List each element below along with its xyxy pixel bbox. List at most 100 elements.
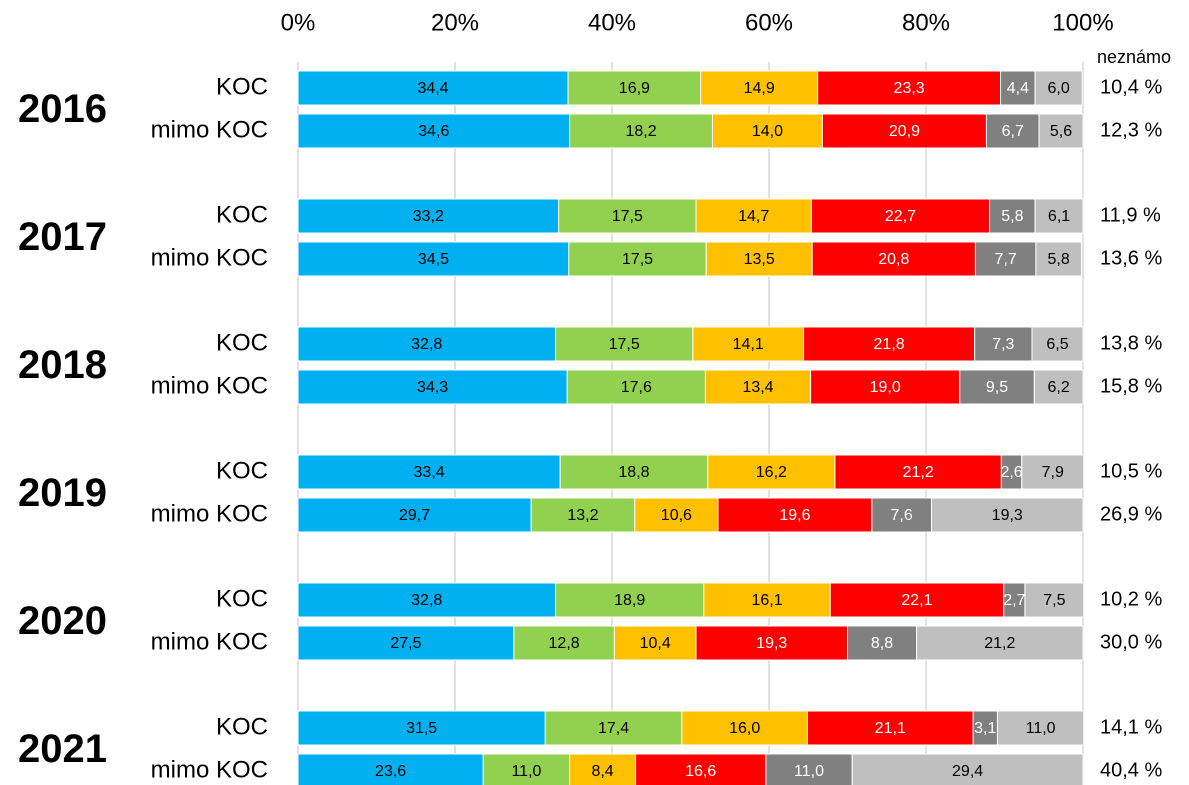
group-label: 2020 bbox=[18, 599, 107, 643]
bar-segment bbox=[705, 241, 813, 277]
bar-segment bbox=[811, 241, 976, 277]
segment-label: 11,0 bbox=[794, 763, 824, 780]
segment-label: 23,6 bbox=[375, 763, 406, 780]
bar-segment bbox=[297, 326, 556, 362]
bar-segment bbox=[700, 70, 819, 106]
segment-label: 11,0 bbox=[1026, 720, 1056, 737]
group-label: 2021 bbox=[18, 727, 107, 771]
group-label: 2019 bbox=[18, 471, 107, 515]
bar-segment bbox=[297, 625, 515, 661]
x-tick-label: 100% bbox=[1052, 9, 1113, 36]
segment-label: 10,4 bbox=[640, 635, 671, 652]
segment-label: 6,1 bbox=[1048, 208, 1070, 225]
bar-segment bbox=[634, 497, 719, 533]
bar-segment bbox=[297, 70, 569, 106]
segment-label: 31,5 bbox=[406, 720, 437, 737]
segment-label: 34,5 bbox=[418, 251, 449, 268]
bar-segment bbox=[817, 70, 1002, 106]
bar-segment bbox=[834, 454, 1002, 490]
unknown-value: 40,4 % bbox=[1100, 759, 1162, 781]
segment-label: 10,6 bbox=[661, 507, 692, 524]
segment-label: 19,3 bbox=[992, 507, 1023, 524]
row-label: mimo KOC bbox=[151, 756, 268, 783]
segment-label: 20,8 bbox=[878, 251, 909, 268]
segment-label: 19,0 bbox=[870, 379, 901, 396]
segment-label: 4,4 bbox=[1007, 80, 1029, 97]
segment-label: 7,7 bbox=[995, 251, 1017, 268]
segment-label: 8,8 bbox=[871, 635, 893, 652]
segment-label: 9,5 bbox=[986, 379, 1008, 396]
segment-label: 7,3 bbox=[992, 336, 1014, 353]
segment-label: 2,6 bbox=[1000, 464, 1022, 481]
segment-label: 20,9 bbox=[889, 123, 920, 140]
bar-segment bbox=[989, 198, 1036, 234]
row-label: mimo KOC bbox=[151, 372, 268, 399]
segment-label: 33,4 bbox=[414, 464, 445, 481]
segment-label: 2,7 bbox=[1003, 592, 1025, 609]
segment-label: 18,2 bbox=[625, 123, 656, 140]
segment-label: 18,9 bbox=[614, 592, 645, 609]
bar-segment bbox=[297, 454, 561, 490]
unknown-value: 14,1 % bbox=[1100, 716, 1162, 738]
segment-label: 12,8 bbox=[549, 635, 580, 652]
bar-segment bbox=[692, 326, 805, 362]
bar-segment bbox=[566, 369, 706, 405]
bar-segment bbox=[297, 198, 560, 234]
segment-label: 5,8 bbox=[1001, 208, 1023, 225]
bar-segment bbox=[821, 113, 987, 149]
bar-segment bbox=[613, 625, 697, 661]
segment-label: 17,4 bbox=[598, 720, 629, 737]
segment-label: 7,9 bbox=[1042, 464, 1064, 481]
x-tick-label: 60% bbox=[745, 9, 793, 36]
segment-label: 16,1 bbox=[751, 592, 782, 609]
segment-label: 14,9 bbox=[744, 80, 775, 97]
bar-segment bbox=[297, 753, 484, 785]
bar-segment bbox=[985, 113, 1040, 149]
segment-label: 6,7 bbox=[1002, 123, 1024, 140]
row-label: mimo KOC bbox=[151, 628, 268, 655]
segment-label: 14,0 bbox=[752, 123, 783, 140]
segment-label: 34,4 bbox=[417, 80, 448, 97]
bar-segment bbox=[810, 198, 991, 234]
segment-label: 21,2 bbox=[903, 464, 934, 481]
bar-segment bbox=[297, 369, 568, 405]
bar-segment bbox=[482, 753, 571, 785]
bar-segment bbox=[1035, 241, 1082, 277]
bar-segment bbox=[996, 710, 1085, 746]
segment-label: 34,6 bbox=[418, 123, 449, 140]
unknown-value: 10,5 % bbox=[1100, 460, 1162, 482]
bar-segment bbox=[569, 113, 713, 149]
x-tick-label: 20% bbox=[431, 9, 479, 36]
bar-segment bbox=[559, 454, 709, 490]
bar-segment bbox=[544, 710, 683, 746]
row-label: KOC bbox=[216, 585, 268, 612]
row-label: KOC bbox=[216, 329, 268, 356]
segment-label: 21,1 bbox=[875, 720, 906, 737]
row-label: KOC bbox=[216, 457, 268, 484]
row-label: KOC bbox=[216, 713, 268, 740]
row-label: KOC bbox=[216, 73, 268, 100]
bar-segment bbox=[297, 241, 570, 277]
bar-segment bbox=[695, 198, 812, 234]
bar-segment bbox=[1024, 582, 1085, 618]
segment-label: 22,7 bbox=[885, 208, 916, 225]
bar-segment bbox=[806, 710, 974, 746]
group-label: 2017 bbox=[18, 215, 107, 259]
bar-segment bbox=[1034, 198, 1084, 234]
segment-label: 16,6 bbox=[685, 763, 716, 780]
segment-label: 18,8 bbox=[618, 464, 649, 481]
segment-label: 11,0 bbox=[511, 763, 541, 780]
segment-label: 17,5 bbox=[622, 251, 653, 268]
segment-label: 19,6 bbox=[779, 507, 810, 524]
bar-segment bbox=[765, 753, 853, 785]
unknown-value: 12,3 % bbox=[1100, 119, 1162, 141]
segment-label: 16,0 bbox=[729, 720, 760, 737]
row-label: mimo KOC bbox=[151, 116, 268, 143]
bar-segment bbox=[297, 497, 532, 533]
segment-label: 6,0 bbox=[1048, 80, 1070, 97]
segment-label: 14,1 bbox=[733, 336, 764, 353]
segment-label: 17,5 bbox=[612, 208, 643, 225]
segment-label: 21,2 bbox=[984, 635, 1015, 652]
bar-segment bbox=[569, 753, 637, 785]
